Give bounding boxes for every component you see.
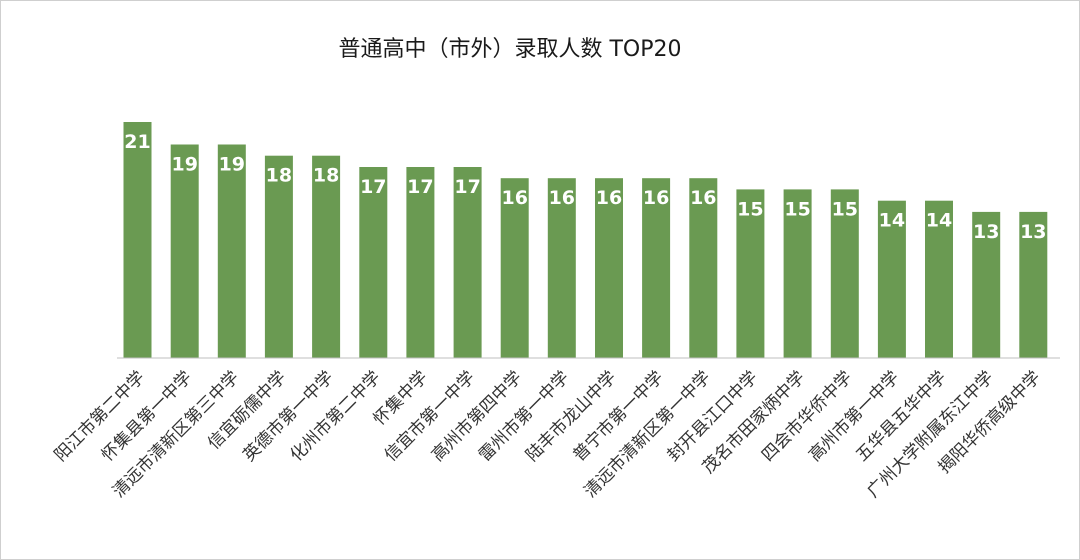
data-label-11: 16 [596,187,622,209]
data-label-15: 15 [784,198,810,220]
bar-6 [359,167,388,358]
bar-8 [453,167,482,358]
bar-18 [925,200,953,358]
bar-15 [783,189,812,358]
bar-1 [123,122,152,358]
bar-7 [406,167,435,358]
data-label-1: 21 [124,131,150,153]
bars-group [123,122,1048,358]
tick-labels-group: 阳江市第二中学怀集县第一中学清远市清新区第三中学信宜砺儒中学英德市第一中学化州市… [51,367,1045,501]
data-labels-group: 21 19 19 18 18 17 17 17 16 16 16 16 16 15 15 15 14 14 13 13 [124,131,1046,243]
data-label-5: 18 [313,165,339,187]
data-label-6: 17 [360,176,386,198]
data-label-14: 15 [737,198,763,220]
bar-3 [217,144,246,358]
chart-title: 普通高中（市外）录取人数 TOP20 [338,37,681,62]
data-label-3: 19 [219,154,245,176]
bar-5 [312,155,341,358]
data-label-10: 16 [549,187,575,209]
data-label-18: 14 [926,210,952,232]
data-label-9: 16 [501,187,527,209]
data-label-12: 16 [643,187,669,209]
data-label-20: 13 [1020,221,1046,243]
bar-17 [877,200,906,358]
bar-20 [1019,211,1048,358]
bar-11 [595,178,623,358]
data-label-19: 13 [973,221,999,243]
data-label-13: 16 [690,187,716,209]
bar-19 [972,211,1001,358]
bar-9 [500,178,529,358]
data-label-4: 18 [266,165,292,187]
bar-10 [547,178,576,358]
bar-2 [170,144,199,358]
data-label-2: 19 [171,154,197,176]
data-label-17: 14 [879,210,905,232]
bar-16 [830,189,859,358]
data-label-8: 17 [454,176,480,198]
data-label-16: 15 [832,198,858,220]
bar-14 [736,189,765,358]
bar-4 [264,155,293,358]
bar-13 [689,178,718,358]
data-label-7: 17 [407,176,433,198]
bar-12 [642,178,671,358]
